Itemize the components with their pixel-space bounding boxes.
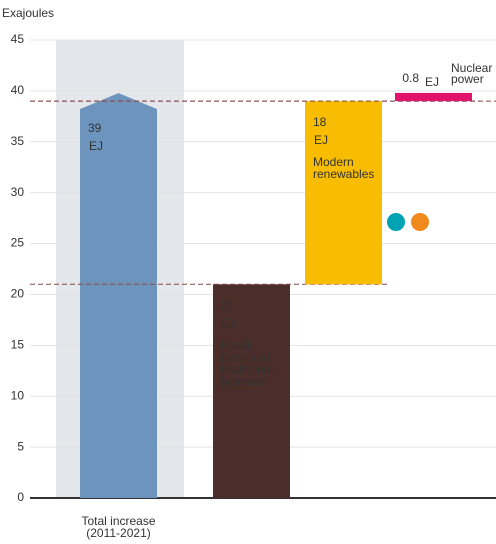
step-bar <box>395 92 472 102</box>
total-bar <box>80 93 157 499</box>
bar-name: fuels and <box>221 350 270 364</box>
bar-name: Fossil <box>221 338 252 352</box>
value-label: 21 <box>221 298 235 312</box>
bar-name: Modern <box>313 155 354 169</box>
bar-name: biomass <box>221 374 266 388</box>
y-tick-label: 25 <box>11 236 25 250</box>
bar-name: renewables <box>313 167 374 181</box>
y-tick-label: 0 <box>17 490 24 504</box>
y-tick-label: 15 <box>11 338 25 352</box>
y-tick-label: 30 <box>11 185 25 199</box>
unit-label: EJ <box>89 139 103 153</box>
y-tick-label: 45 <box>11 32 25 46</box>
unit-label: EJ <box>425 75 439 89</box>
y-tick-label: 20 <box>11 287 25 301</box>
value-label: 0.8 <box>402 71 419 85</box>
unit-label: EJ <box>222 316 236 330</box>
y-axis-label: Exajoules <box>2 6 54 20</box>
step-bar <box>305 101 382 285</box>
x-tick-label: Total increase <box>81 514 155 528</box>
x-tick-label: (2011-2021) <box>86 526 151 540</box>
bar-name: traditional <box>221 362 273 376</box>
bar-name: Nuclear <box>451 61 492 75</box>
y-tick-label: 10 <box>11 388 25 402</box>
step-bar <box>213 284 290 498</box>
y-tick-label: 5 <box>17 439 24 453</box>
value-label: 18 <box>313 115 327 129</box>
value-label: 39 <box>88 121 102 135</box>
unit-label: EJ <box>314 133 328 147</box>
bar-name: power <box>451 72 484 86</box>
y-tick-label: 40 <box>11 83 25 97</box>
y-tick-label: 35 <box>11 134 25 148</box>
